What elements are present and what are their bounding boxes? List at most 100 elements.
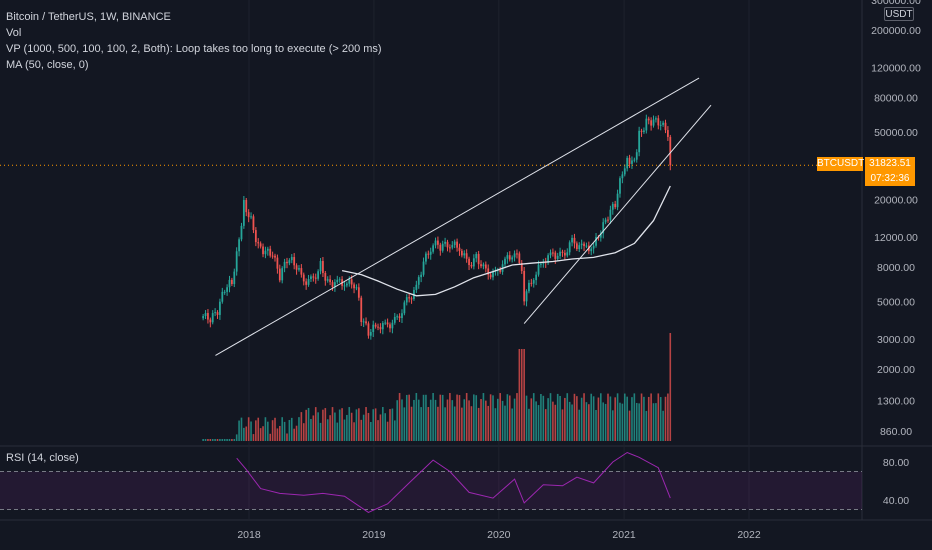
volume-bar [540,393,542,441]
price-candles [202,114,672,340]
candle-body [520,263,523,271]
symbol-title[interactable]: Bitcoin / TetherUS, 1W, BINANCE [6,11,171,23]
volume-bar [228,439,231,441]
volume-bar [576,396,578,441]
indicator-ma-label[interactable]: MA (50, close, 0) [6,59,89,71]
volume-bar [259,428,262,441]
volume-bar [501,400,504,441]
candle-body [441,243,444,251]
candle-body [456,241,458,248]
candle-body [499,269,502,272]
candle-body [552,252,554,254]
candle-body [408,297,411,299]
candle-body [432,245,435,252]
volume-bar [669,333,672,441]
volume-bar [274,417,276,441]
candle-body [650,120,653,126]
candle-body [377,326,379,328]
ma-50-line [341,185,671,297]
volume-bar [262,426,264,441]
candle-body [398,316,401,319]
candle-body [322,261,324,273]
volume-bar [508,395,511,441]
candle-body [575,243,578,250]
candle-body [233,271,236,285]
volume-bar [286,433,288,441]
volume-bar [214,439,216,441]
price-tick-label: 3000.00 [877,334,915,346]
candle-body [611,203,614,210]
volume-bar [379,414,382,441]
candle-body [645,118,648,131]
volume-bar [487,405,490,441]
candle-body [643,130,645,132]
candle-body [590,248,593,252]
volume-bar [564,397,566,441]
candle-body [353,284,355,289]
volume-bar [506,394,509,441]
volume-bar [247,417,250,441]
indicator-vp-label[interactable]: VP (1000, 500, 100, 100, 2, Both): Loop … [6,43,382,55]
candle-body [355,287,358,289]
time-tick-label: 2022 [737,529,761,541]
volume-bar [544,409,547,441]
volume-bar [537,405,540,441]
candle-body [475,253,478,259]
rsi-label[interactable]: RSI (14, close) [6,452,79,464]
candle-body [374,324,377,327]
volume-bar [504,405,506,441]
volume-bar [257,417,260,441]
time-tick-label: 2020 [487,529,511,541]
volume-bar [415,393,418,441]
volume-bar [231,439,233,441]
candle-body [528,282,530,292]
volume-bar [293,428,295,441]
volume-bar [609,396,612,441]
volume-bar [475,395,478,441]
candle-body [381,323,384,330]
volume-bar [386,421,389,441]
volume-bar [585,402,588,441]
volume-bar [449,393,451,441]
volume-bar [238,420,240,441]
volume-bar [492,395,494,441]
candle-body [446,241,449,248]
volume-bar [298,417,300,441]
price-tick-label: 860.00 [880,426,912,438]
volume-bar [417,399,420,441]
candle-body [640,130,643,132]
price-tick-label: 120000.00 [871,63,921,75]
candle-body [484,264,487,269]
volume-bar [523,349,525,441]
volume-bars [202,333,672,441]
candle-body [437,240,439,245]
candle-body [386,322,389,325]
candle-body [566,252,569,256]
candle-body [439,244,442,251]
volume-bar [583,393,585,441]
candle-body [403,302,406,314]
indicator-vol-label[interactable]: Vol [6,27,22,39]
candle-body [348,279,351,284]
candle-body [458,247,461,251]
volume-bar [216,439,219,441]
volume-bar [662,410,664,441]
volume-bar [317,412,319,441]
volume-bar [485,400,487,441]
volume-bar [276,428,279,441]
volume-bar [233,439,236,441]
volume-bar [588,404,590,441]
volume-bar [312,415,315,441]
volume-bar [358,408,360,441]
rsi-line [236,451,671,513]
volume-bar [499,393,501,441]
volume-bar [324,408,327,441]
candle-body [417,277,420,285]
currency-unit-badge[interactable]: USDT [884,7,914,21]
volume-bar [621,403,624,441]
candle-body [453,241,456,246]
candle-body [422,261,425,275]
volume-bar [243,427,245,441]
price-tick-label: 12000.00 [874,232,918,244]
